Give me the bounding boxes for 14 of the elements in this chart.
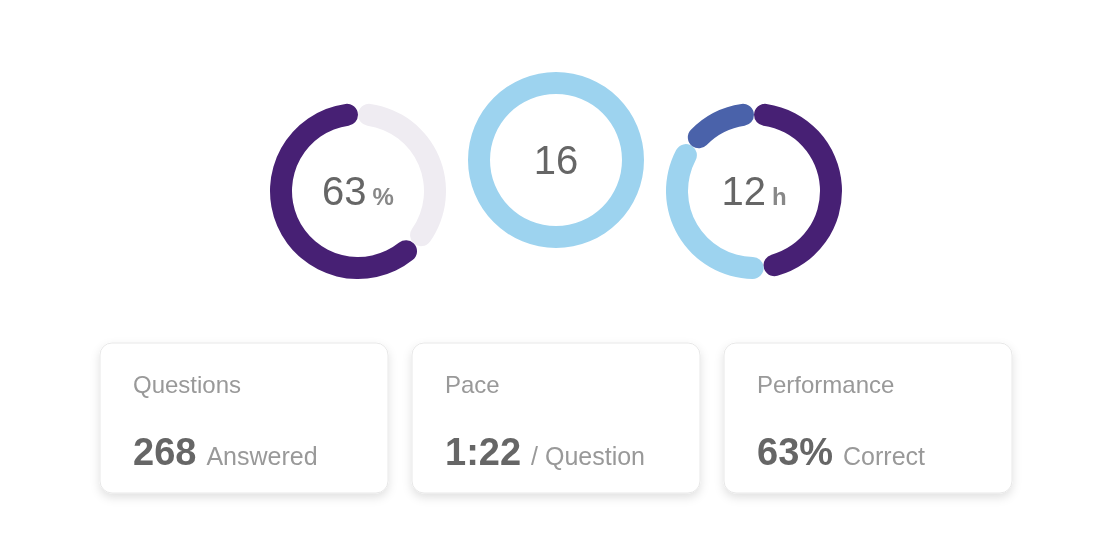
text: 63% [757, 431, 834, 473]
text: Answered [206, 442, 318, 470]
text: % [372, 183, 394, 210]
text: Questions [133, 371, 242, 398]
text: / Question [531, 442, 646, 470]
text: Pace [445, 371, 500, 398]
text: 63 [322, 169, 367, 213]
text: 12 [721, 169, 766, 213]
text: 1:22 [445, 431, 522, 473]
text: Correct [843, 442, 926, 470]
text: Performance [757, 371, 895, 398]
text: h [771, 183, 787, 210]
text: 16 [533, 138, 579, 182]
text: 268 [133, 431, 197, 473]
